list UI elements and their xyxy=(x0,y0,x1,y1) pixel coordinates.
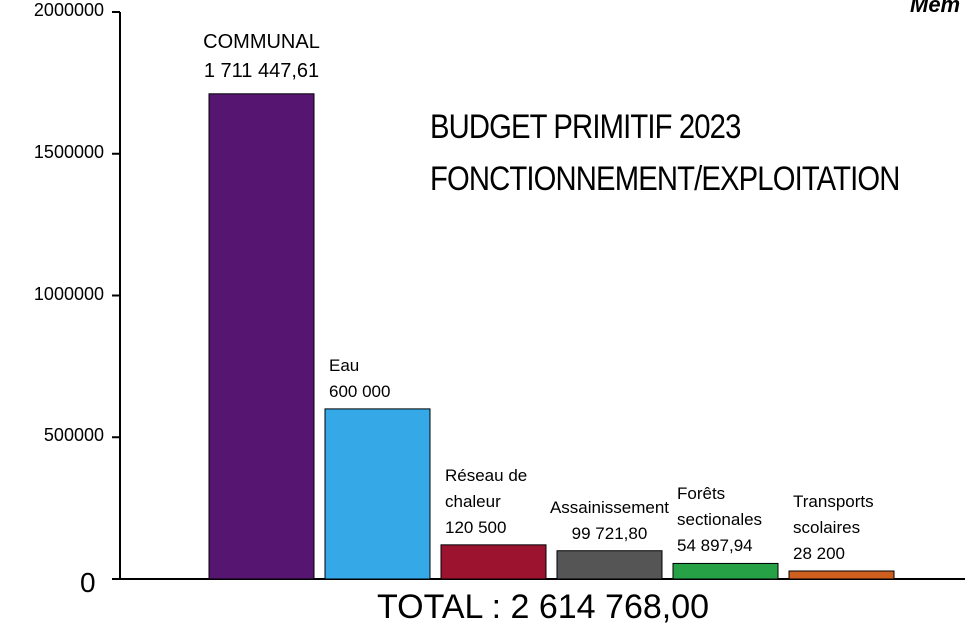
bar-2-name-line-1: chaleur xyxy=(445,491,501,511)
bar-0-value-label: 1 711 447,61 xyxy=(203,59,320,82)
bar-0-name-line-0: COMMUNAL xyxy=(203,30,320,53)
bar-4-value-label: 54 897,94 xyxy=(677,536,753,556)
bar-label-2: Réseau de chaleur 120 500 xyxy=(445,463,586,541)
bar-5-value-label: 28 200 xyxy=(793,544,845,563)
bar-5 xyxy=(788,570,895,580)
y-tick-label-4: 2000000 xyxy=(33,0,104,20)
bar-label-1: Eau 600 000 xyxy=(329,353,470,405)
bar-2-name-line-0: Réseau de xyxy=(445,465,528,485)
bar-1-name-line-0: Eau xyxy=(329,355,360,375)
bar-5-name-line-1: scolaires xyxy=(793,518,861,537)
bar-3-name-line-0: Assainissement xyxy=(549,497,670,517)
bar-2-value-label: 120 500 xyxy=(445,517,507,537)
bar-4-name-line-0: Forêts xyxy=(677,484,726,504)
corner-caption: Mem xyxy=(910,0,961,17)
bars xyxy=(208,93,895,580)
bar-label-4: Forêts sectionales 54 897,94 xyxy=(677,481,818,559)
bar-3-value-label: 99 721,80 xyxy=(571,523,648,543)
total-label: TOTAL : 2 614 768,00 xyxy=(377,588,710,626)
chart-title-line-2: FONCTIONNEMENT/EXPLOITATION xyxy=(430,160,900,198)
bar-4-name-line-1: sectionales xyxy=(677,510,763,530)
bar-5-name-line-0: Transports xyxy=(793,492,874,511)
bar-4 xyxy=(672,562,779,580)
bar-1 xyxy=(324,408,431,580)
chart-title-line-1: BUDGET PRIMITIF 2023 xyxy=(430,108,741,146)
y-tick-label-2: 1000000 xyxy=(33,283,104,304)
bar-3 xyxy=(556,550,663,580)
bar-0 xyxy=(208,93,315,580)
bar-1-value-label: 600 000 xyxy=(329,381,391,401)
y-tick-label-3: 1500000 xyxy=(33,141,104,162)
bar-label-3: Assainissement 99 721,80 xyxy=(539,495,680,547)
y-tick-label-0: 0 xyxy=(80,567,96,598)
bar-label-0: COMMUNAL 1 711 447,61 xyxy=(191,28,332,86)
y-tick-label-1: 500000 xyxy=(43,425,104,446)
bar-label-5: Transports scolaires 28 200 xyxy=(793,489,934,567)
bar-2 xyxy=(440,544,547,580)
